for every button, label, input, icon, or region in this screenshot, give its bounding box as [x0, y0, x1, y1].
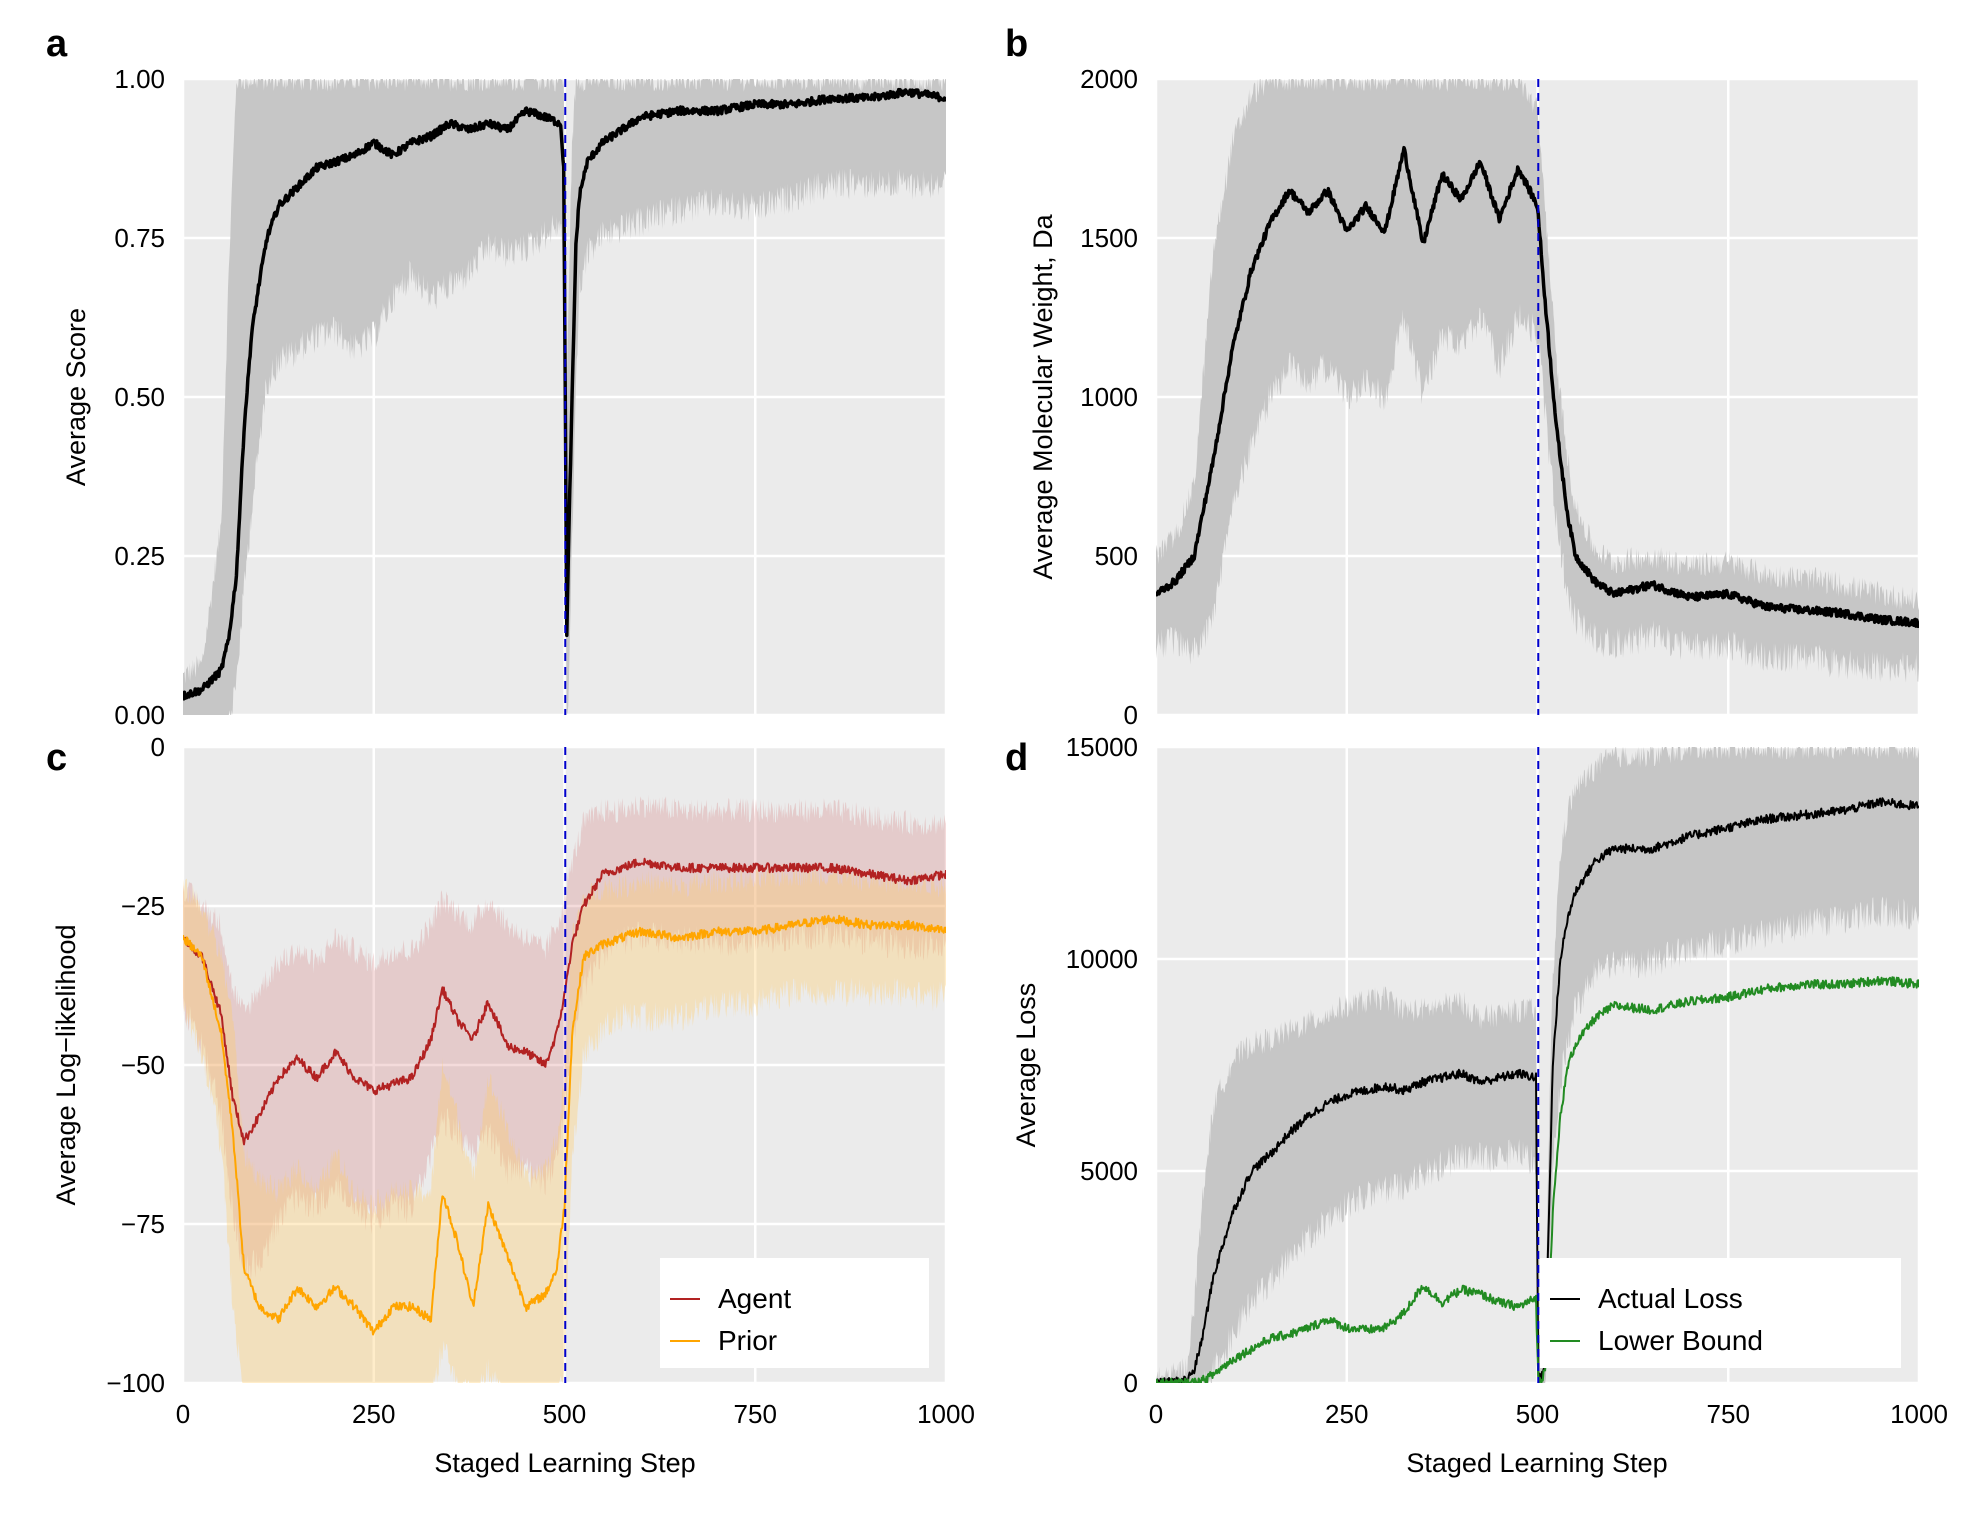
- panel-d: d 0 5000 10000 15000 0 250 500 750 1000 Actual Lo…: [1005, 732, 1948, 1478]
- panel-letter-a: a: [46, 23, 68, 65]
- y-axis-title-c: Average Log−likelihood: [51, 925, 81, 1206]
- panel-a: a 0.00 0.25 0.50 0.75 1.00 Average Score: [46, 23, 948, 730]
- y-tick-label: 10000: [1066, 944, 1138, 974]
- y-tick-label: 0.50: [114, 382, 165, 412]
- x-tick-label: 250: [352, 1399, 395, 1429]
- x-axis-title-c: Staged Learning Step: [434, 1448, 695, 1478]
- legend-label: Prior: [718, 1325, 777, 1356]
- legend-box: [1540, 1258, 1901, 1368]
- legend-label: Lower Bound: [1598, 1325, 1763, 1356]
- x-tick-label: 750: [1707, 1399, 1750, 1429]
- plot-area-d: 0 5000 10000 15000 0 250 500 750 1000 Actual Loss…: [1066, 732, 1948, 1429]
- plot-area-b: 0 500 1000 1500 2000: [1080, 64, 1921, 730]
- x-tick-label: 0: [176, 1399, 190, 1429]
- x-tick-label: 1000: [917, 1399, 975, 1429]
- x-tick-label: 250: [1325, 1399, 1368, 1429]
- y-tick-label: 0.25: [114, 541, 165, 571]
- confidence-band-agent: [183, 794, 946, 1284]
- plot-area-a: 0.00 0.25 0.50 0.75 1.00: [114, 64, 948, 730]
- plot-area-c: −100 −75 −50 −25 0 0 250 500 750 1000 Agent Prior: [106, 732, 975, 1429]
- panel-letter-d: d: [1005, 737, 1028, 779]
- y-tick-label: 0: [1124, 1368, 1138, 1398]
- y-tick-label: 15000: [1066, 732, 1138, 762]
- y-tick-label: −75: [121, 1209, 165, 1239]
- legend: Actual Loss Lower Bound: [1540, 1258, 1901, 1368]
- y-tick-label: 2000: [1080, 64, 1138, 94]
- x-tick-label: 0: [1149, 1399, 1163, 1429]
- y-tick-label: 0.75: [114, 223, 165, 253]
- y-tick-label: 500: [1095, 541, 1138, 571]
- x-tick-label: 500: [543, 1399, 586, 1429]
- y-tick-label: 0: [151, 732, 165, 762]
- panel-b: b 0 500 1000 1500 2000 Average Molecular Wei…: [1005, 23, 1921, 730]
- y-tick-label: 1.00: [114, 64, 165, 94]
- legend-label: Agent: [718, 1283, 791, 1314]
- legend: Agent Prior: [660, 1258, 929, 1368]
- confidence-band-prior: [183, 862, 946, 1383]
- series-line-prior: [183, 914, 946, 1336]
- y-tick-label: −25: [121, 891, 165, 921]
- panel-letter-b: b: [1005, 23, 1028, 65]
- y-tick-label: 1500: [1080, 223, 1138, 253]
- legend-label: Actual Loss: [1598, 1283, 1743, 1314]
- legend-box: [660, 1258, 929, 1368]
- y-axis-title-b: Average Molecular Weight, Da: [1028, 213, 1058, 579]
- y-tick-label: 1000: [1080, 382, 1138, 412]
- x-tick-label: 1000: [1890, 1399, 1948, 1429]
- series-line-actual-loss: [1156, 797, 1919, 1383]
- y-axis-title-d: Average Loss: [1011, 983, 1041, 1148]
- x-axis-title-d: Staged Learning Step: [1406, 1448, 1667, 1478]
- y-tick-label: −50: [121, 1050, 165, 1080]
- x-tick-label: 750: [734, 1399, 777, 1429]
- y-axis-title-a: Average Score: [61, 308, 91, 486]
- x-tick-label: 500: [1516, 1399, 1559, 1429]
- panel-letter-c: c: [46, 737, 67, 779]
- y-tick-label: −100: [106, 1368, 165, 1398]
- y-tick-label: 5000: [1080, 1156, 1138, 1186]
- panel-c: c −100 −75 −50 −25 0 0 250 500 750 1000 Agent Prior…: [46, 732, 975, 1478]
- confidence-band-actual-loss: [1156, 747, 1919, 1383]
- y-tick-label: 0.00: [114, 700, 165, 730]
- y-tick-label: 0: [1124, 700, 1138, 730]
